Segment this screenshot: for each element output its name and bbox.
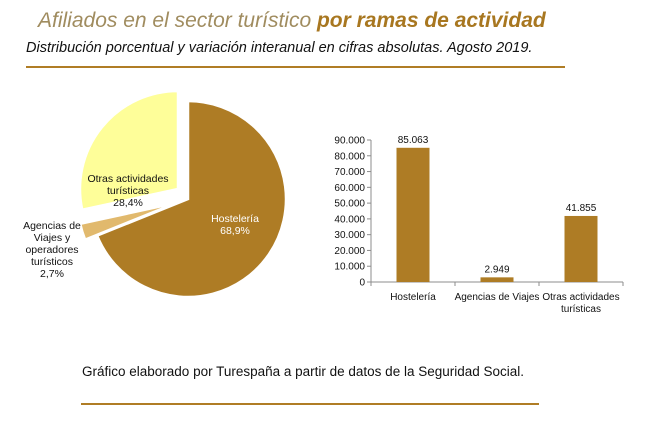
x-category-label: Agencias de Viajes xyxy=(455,292,540,303)
pie-slice-otras xyxy=(78,89,180,212)
y-tick-label: 40.000 xyxy=(334,214,365,225)
bar xyxy=(480,277,514,282)
pie-label-hosteleria-line: Hostelería xyxy=(211,213,259,225)
pie-slice-hosteleria xyxy=(95,99,288,299)
x-category-label-line: Hostelería xyxy=(390,292,436,303)
pie-label-agencias-line: Viajes y xyxy=(34,232,71,244)
pie-label-otras-line: 28,4% xyxy=(113,197,143,209)
pie-label-otras-line: turísticas xyxy=(107,185,149,197)
x-category-label-line: turísticas xyxy=(561,304,601,315)
y-tick-label: 30.000 xyxy=(334,230,365,241)
top-divider xyxy=(26,66,565,68)
chart-subtitle: Distribución porcentual y variación inte… xyxy=(26,40,533,56)
pie-label-agencias-line: turísticos xyxy=(31,256,73,268)
source-note: Gráfico elaborado por Turespaña a partir… xyxy=(82,364,525,379)
x-category-label-line: Otras actividades xyxy=(542,292,619,303)
title-bold: por ramas de actividad xyxy=(316,9,546,32)
chart-title: Afiliados en el sector turístico por ram… xyxy=(38,9,546,33)
y-tick-label: 20.000 xyxy=(334,246,365,257)
bar-value-label: 41.855 xyxy=(566,203,597,214)
bar xyxy=(396,147,430,282)
y-tick-label: 50.000 xyxy=(334,199,365,210)
x-category-label: Hostelería xyxy=(390,292,436,303)
pie-label-otras: Otras actividades turísticas 28,4% xyxy=(87,173,168,209)
y-tick-label: 90.000 xyxy=(334,136,365,147)
x-category-label: Otras actividades turísticas xyxy=(542,292,619,315)
x-category-label-line: Agencias de Viajes xyxy=(455,292,540,303)
bar xyxy=(564,215,598,282)
bar-value-label: 2.949 xyxy=(484,264,509,275)
pie-label-agencias: Agencias de Viajes y operadores turísticos 2… xyxy=(23,220,81,280)
pie-label-hosteleria-line: 68,9% xyxy=(220,225,250,237)
y-tick-label: 80.000 xyxy=(334,151,365,162)
y-tick-label: 0 xyxy=(359,278,365,289)
pie-label-agencias-line: 2,7% xyxy=(40,268,64,280)
y-tick-label: 10.000 xyxy=(334,262,365,273)
pie-label-agencias-line: operadores xyxy=(25,244,78,256)
pie-slice-agencias xyxy=(78,201,177,242)
y-tick-label: 70.000 xyxy=(334,167,365,178)
pie-label-agencias-line: Agencias de xyxy=(23,220,81,232)
bar-value-label: 85.063 xyxy=(398,135,429,146)
pie-label-otras-line: Otras actividades xyxy=(87,173,168,185)
bottom-divider xyxy=(81,403,539,405)
y-tick-label: 60.000 xyxy=(334,183,365,194)
pie-label-hosteleria: Hostelería 68,9% xyxy=(211,213,259,237)
title-normal: Afiliados en el sector turístico xyxy=(38,9,317,32)
